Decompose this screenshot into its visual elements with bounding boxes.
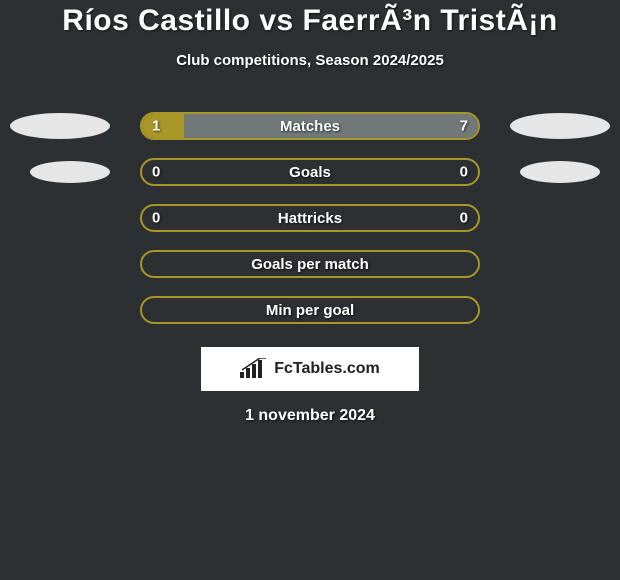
stat-bar: 1 7 Matches [140,112,480,140]
comparison-row: 0 0 Hattricks [0,195,620,241]
comparison-row: Min per goal [0,287,620,333]
stat-bar-left-fill [142,114,184,138]
stat-left-value: 0 [152,210,160,227]
stat-right-value: 0 [460,210,468,227]
stat-bar: 0 0 Goals [140,158,480,186]
page-title: Ríos Castillo vs FaerrÃ³n TristÃ¡n [0,4,620,38]
stat-bar: 0 0 Hattricks [140,204,480,232]
stat-label: Matches [280,118,340,135]
stat-label: Goals per match [251,256,369,273]
comparison-widget: Ríos Castillo vs FaerrÃ³n TristÃ¡n Club … [0,0,620,425]
footer-date: 1 november 2024 [0,407,620,425]
stat-left-value: 0 [152,164,160,181]
bar-chart-icon [240,358,268,380]
player-left-placeholder-icon [30,161,110,183]
logo-card: FcTables.com [201,347,419,391]
comparison-row: 0 0 Goals [0,149,620,195]
stat-left-value: 1 [152,118,160,135]
comparison-chart: 1 7 Matches 0 0 Goals 0 0 Hattricks Goals per mat… [0,103,620,333]
logo-text: FcTables.com [274,360,380,378]
stat-right-value: 7 [460,118,468,135]
stat-bar: Min per goal [140,296,480,324]
stat-label: Goals [289,164,331,181]
comparison-row: 1 7 Matches [0,103,620,149]
page-subtitle: Club competitions, Season 2024/2025 [0,52,620,69]
player-left-placeholder-icon [10,113,110,139]
stat-label: Hattricks [278,210,342,227]
player-right-placeholder-icon [510,113,610,139]
comparison-row: Goals per match [0,241,620,287]
stat-bar: Goals per match [140,250,480,278]
stat-label: Min per goal [266,302,354,319]
player-right-placeholder-icon [520,161,600,183]
stat-right-value: 0 [460,164,468,181]
